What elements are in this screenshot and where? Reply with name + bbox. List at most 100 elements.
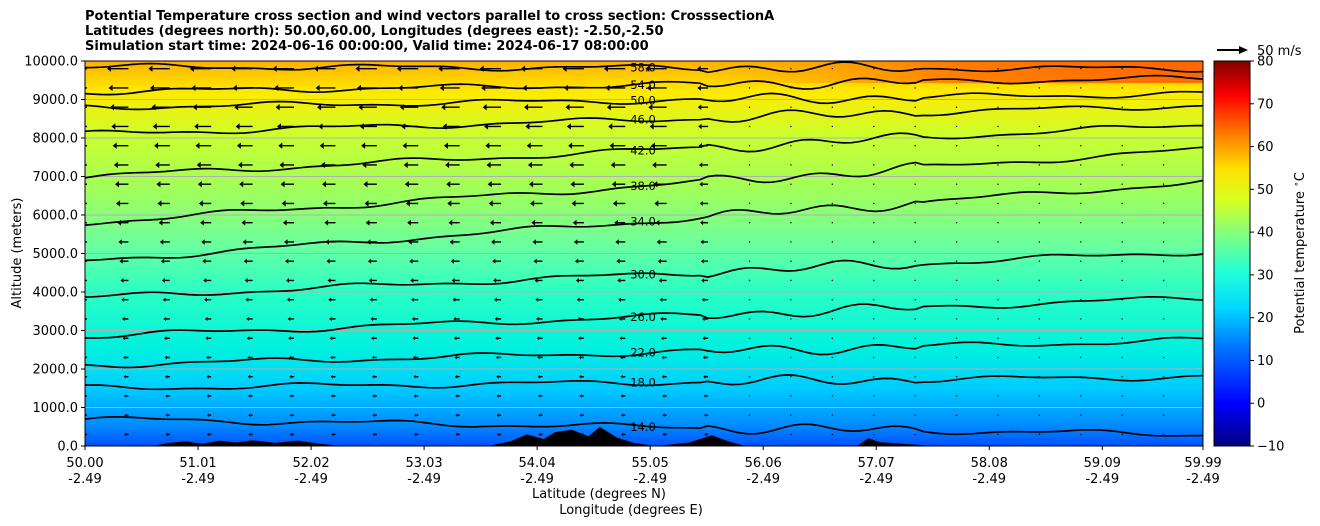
wind-vector [873, 299, 875, 301]
wind-vector [831, 356, 834, 359]
wind-vector [748, 164, 751, 166]
wind-vector [117, 219, 129, 226]
wind-vector [914, 260, 916, 262]
wind-vector [151, 104, 170, 111]
wind-vector [157, 200, 170, 207]
wind-vector [914, 241, 916, 243]
wind-vector [914, 395, 916, 397]
wind-vector [1204, 241, 1205, 242]
wind-vector [282, 219, 295, 226]
wind-vector [790, 337, 792, 339]
wind-vector [1121, 145, 1123, 147]
wind-vector [790, 87, 792, 89]
contour-label: 58.0 [630, 61, 656, 75]
wind-vector [156, 181, 170, 188]
wind-vector [538, 413, 543, 417]
wind-vector [371, 336, 377, 341]
wind-vector [579, 413, 584, 417]
wind-vector [247, 374, 253, 379]
wind-vector [1204, 434, 1205, 435]
contour-line [85, 124, 1203, 179]
colorbar-tick-label: 0 [1257, 397, 1265, 412]
wind-vector [1038, 145, 1041, 147]
wind-vector [123, 355, 129, 360]
wind-vector [662, 394, 667, 398]
wind-vector [525, 123, 543, 130]
wind-vector [1204, 87, 1205, 88]
wind-vector [319, 142, 336, 149]
wind-vector [287, 316, 295, 322]
wind-vector [481, 84, 502, 92]
wind-vector [617, 278, 626, 283]
wind-vector [831, 414, 834, 416]
wind-vector [1121, 222, 1123, 224]
wind-vector [955, 299, 958, 301]
wind-vector [289, 374, 295, 379]
x-tick-label-lon: -2.49 [520, 472, 554, 487]
wind-vector [661, 374, 667, 379]
wind-vector [748, 395, 751, 397]
wind-vector [284, 239, 295, 245]
wind-vector [608, 123, 626, 130]
wind-vector [565, 104, 584, 111]
wind-vector [790, 414, 792, 416]
wind-vector [195, 142, 212, 149]
quiver-key: 50 m/s [1217, 44, 1302, 59]
wind-vector [372, 432, 377, 437]
wind-vector [231, 65, 253, 72]
wind-vector [661, 355, 667, 360]
wind-vector [1038, 376, 1041, 378]
wind-vector [372, 394, 377, 398]
wind-vector [748, 222, 751, 224]
wind-vector [831, 433, 834, 436]
x-tick-label-lon: -2.49 [181, 472, 215, 487]
wind-vector [831, 318, 834, 320]
wind-vector [575, 278, 584, 283]
wind-vector [279, 161, 295, 169]
wind-vector [914, 164, 916, 166]
wind-vector [997, 395, 999, 397]
wind-vector [620, 394, 626, 398]
colorbar-label: Potential temperature ∘C [1292, 172, 1308, 334]
terrain-profile [85, 426, 1203, 446]
wind-vector [289, 394, 295, 398]
wind-vector [790, 395, 792, 397]
wind-vector [161, 278, 170, 283]
x-tick-label-lon: -2.49 [746, 472, 780, 487]
wind-vector [790, 222, 792, 224]
wind-vector [1038, 260, 1041, 262]
y-tick-label: 7000.0 [33, 170, 79, 185]
wind-vector [206, 374, 212, 379]
wind-vector [703, 394, 709, 398]
wind-vector [914, 414, 916, 416]
wind-vector [790, 202, 792, 205]
wind-vector [609, 142, 626, 149]
wind-vector [1204, 357, 1205, 358]
wind-vector [118, 239, 129, 245]
wind-vector [748, 68, 751, 70]
wind-vector [165, 394, 170, 398]
wind-vector [330, 394, 336, 398]
wind-vector [831, 202, 834, 205]
wind-vector [997, 318, 999, 320]
wind-vector [914, 183, 916, 185]
wind-vector [1204, 203, 1205, 204]
wind-vector [1204, 164, 1205, 165]
contour-line [85, 253, 1203, 298]
wind-vector [246, 336, 253, 341]
wind-vector [1121, 433, 1123, 436]
wind-vector [997, 145, 999, 147]
wind-vector [997, 241, 999, 243]
wind-vector [704, 413, 709, 417]
wind-vector [914, 68, 916, 70]
wind-vector [914, 356, 916, 359]
wind-vector [491, 239, 502, 245]
wind-vector [112, 142, 129, 149]
wind-vector [248, 413, 253, 417]
wind-vector [748, 356, 751, 359]
wind-vector [1162, 279, 1165, 282]
wind-vector [286, 278, 295, 283]
wind-vector [1162, 337, 1165, 339]
wind-vector [697, 104, 709, 111]
wind-vector [873, 414, 875, 416]
